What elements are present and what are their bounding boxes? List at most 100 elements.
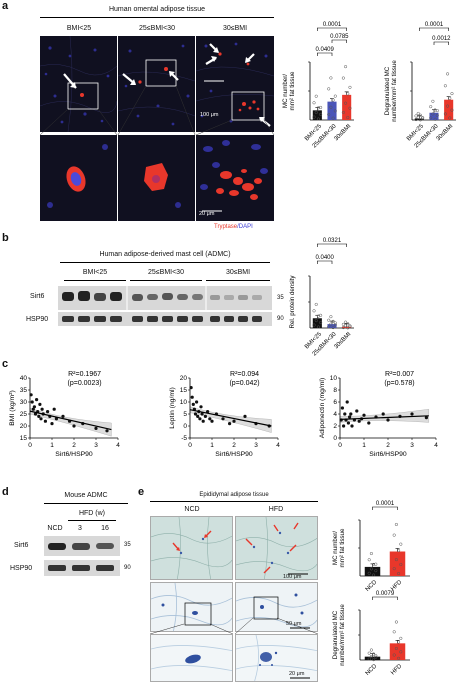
x-tick-label-0: 0 xyxy=(28,442,32,449)
panel-d-label: d xyxy=(2,486,9,498)
y-tick-label-3: 10 xyxy=(180,399,188,406)
western-blot-sirt6-d xyxy=(44,536,120,556)
x-tick-label-0: 0 xyxy=(338,442,342,449)
p-value-0: 0.0321 xyxy=(323,238,342,244)
scatter-point xyxy=(232,419,236,423)
data-dot xyxy=(314,110,318,115)
significance-bracket-0 xyxy=(317,27,347,31)
panel-a-title: Human omental adipose tissue xyxy=(108,6,206,13)
data-dot xyxy=(397,656,401,660)
scatter-point xyxy=(193,412,198,416)
scatter-point xyxy=(243,414,247,418)
y-tick-label-1: 2 xyxy=(333,423,337,430)
bar-1 xyxy=(429,112,439,120)
data-dot xyxy=(394,620,398,624)
y-axis-label-line1: Degranulated MC xyxy=(332,610,339,659)
data-dot xyxy=(367,571,371,575)
zoom-micrograph-bmi-ge30 xyxy=(196,135,274,221)
micrograph-bmi-25-30-art xyxy=(118,44,195,126)
data-dot xyxy=(433,117,437,121)
y-tick-label-5: 10 xyxy=(330,375,338,382)
scatter-point xyxy=(31,407,35,411)
marker-90-d: 90 xyxy=(124,565,131,571)
data-dot xyxy=(331,319,335,323)
marker-35-b: 35 xyxy=(277,295,284,301)
scalebar-label-100um: 100 μm xyxy=(200,112,219,118)
y-tick-label-0: 0 xyxy=(333,435,337,442)
scatter-point xyxy=(346,421,350,425)
p-value-label: (p=0.578) xyxy=(384,380,414,387)
y-tick-label-1: 20 xyxy=(20,423,28,430)
wb-group-rule-1 xyxy=(64,280,126,281)
data-dot xyxy=(369,551,373,556)
x-tick-label-4: 4 xyxy=(116,442,120,449)
stain-dapi: DAPI xyxy=(238,224,253,230)
data-dot xyxy=(399,650,403,654)
panel-c-label: c xyxy=(2,358,9,370)
histology-hfd-low-art xyxy=(236,517,317,579)
data-dot xyxy=(435,109,439,113)
data-dot xyxy=(369,648,373,652)
data-dot xyxy=(312,115,316,119)
bar-2 xyxy=(342,94,352,120)
data-dot xyxy=(319,320,323,325)
panel-e-title: Epididymal adipose tissue xyxy=(199,492,269,498)
scatter-point xyxy=(203,414,207,418)
data-dot xyxy=(392,567,396,571)
scatter-point xyxy=(221,417,225,421)
data-dot xyxy=(344,65,348,69)
p-value-0: 0.0001 xyxy=(323,22,342,28)
bar-1 xyxy=(327,101,337,120)
x-tick-label-1: 1 xyxy=(210,442,214,449)
data-dot xyxy=(367,657,371,661)
data-dot xyxy=(399,636,403,640)
category-label-1: HFD xyxy=(390,663,403,676)
data-dot xyxy=(341,110,345,115)
data-dot xyxy=(372,658,376,662)
data-dot xyxy=(314,94,318,98)
data-dot xyxy=(341,326,345,330)
scatter-point xyxy=(206,410,210,414)
data-dot xyxy=(344,324,348,328)
histology-ncd-low-art xyxy=(151,517,232,579)
panel-b-label: b xyxy=(2,232,9,244)
data-dot xyxy=(372,652,376,656)
scatter-point xyxy=(30,400,34,404)
data-dot xyxy=(331,326,335,330)
scatter-point xyxy=(54,417,59,421)
y-axis-label: BMI (kg/m²) xyxy=(9,390,16,426)
p-value-1: 0.0400 xyxy=(315,255,334,261)
x-tick-label-2: 2 xyxy=(232,442,236,449)
data-dot xyxy=(341,76,345,80)
data-dot xyxy=(429,116,433,120)
data-dot xyxy=(327,112,331,117)
group-label-bmi-25-30: 25≤BMI<30 xyxy=(139,25,175,32)
histology-hfd-mid xyxy=(235,582,318,632)
data-dot xyxy=(346,322,350,326)
scatter-point xyxy=(191,402,195,406)
bar-0 xyxy=(312,110,322,120)
y-axis-label-line2: mm² fat tissue xyxy=(339,528,346,567)
data-dot xyxy=(416,111,420,116)
data-dot xyxy=(446,72,450,76)
scatter-point xyxy=(196,414,200,418)
scatter-point xyxy=(33,412,38,416)
data-dot xyxy=(397,549,401,553)
scatter-point xyxy=(189,386,193,390)
bar-2 xyxy=(444,99,454,120)
y-tick-label-5: 40 xyxy=(20,375,28,382)
hfd-weeks-label: HFD (w) xyxy=(78,510,106,517)
marker-90-b: 90 xyxy=(277,316,284,322)
bar-1 xyxy=(389,643,406,660)
p-value-0: 0.0001 xyxy=(425,22,444,28)
wb-sirt6-d-bands xyxy=(48,543,114,550)
panel-b-title: Human adipose-derived mast cell (ADMC) xyxy=(99,251,231,258)
zoom-micrograph-bmi-lt25 xyxy=(40,135,117,221)
panel-a-title-rule xyxy=(40,17,274,18)
scatter-point xyxy=(105,429,109,433)
data-dot xyxy=(316,117,320,121)
